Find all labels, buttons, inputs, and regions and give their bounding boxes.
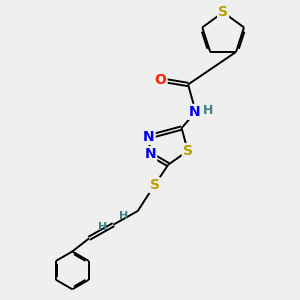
Text: H: H <box>119 211 129 221</box>
Text: H: H <box>98 222 107 232</box>
Text: S: S <box>150 178 160 192</box>
Text: N: N <box>188 105 200 119</box>
Text: S: S <box>218 5 228 19</box>
Text: O: O <box>155 73 167 87</box>
Text: N: N <box>143 130 154 144</box>
Text: H: H <box>203 104 214 117</box>
Text: S: S <box>183 144 193 158</box>
Text: N: N <box>145 147 156 161</box>
